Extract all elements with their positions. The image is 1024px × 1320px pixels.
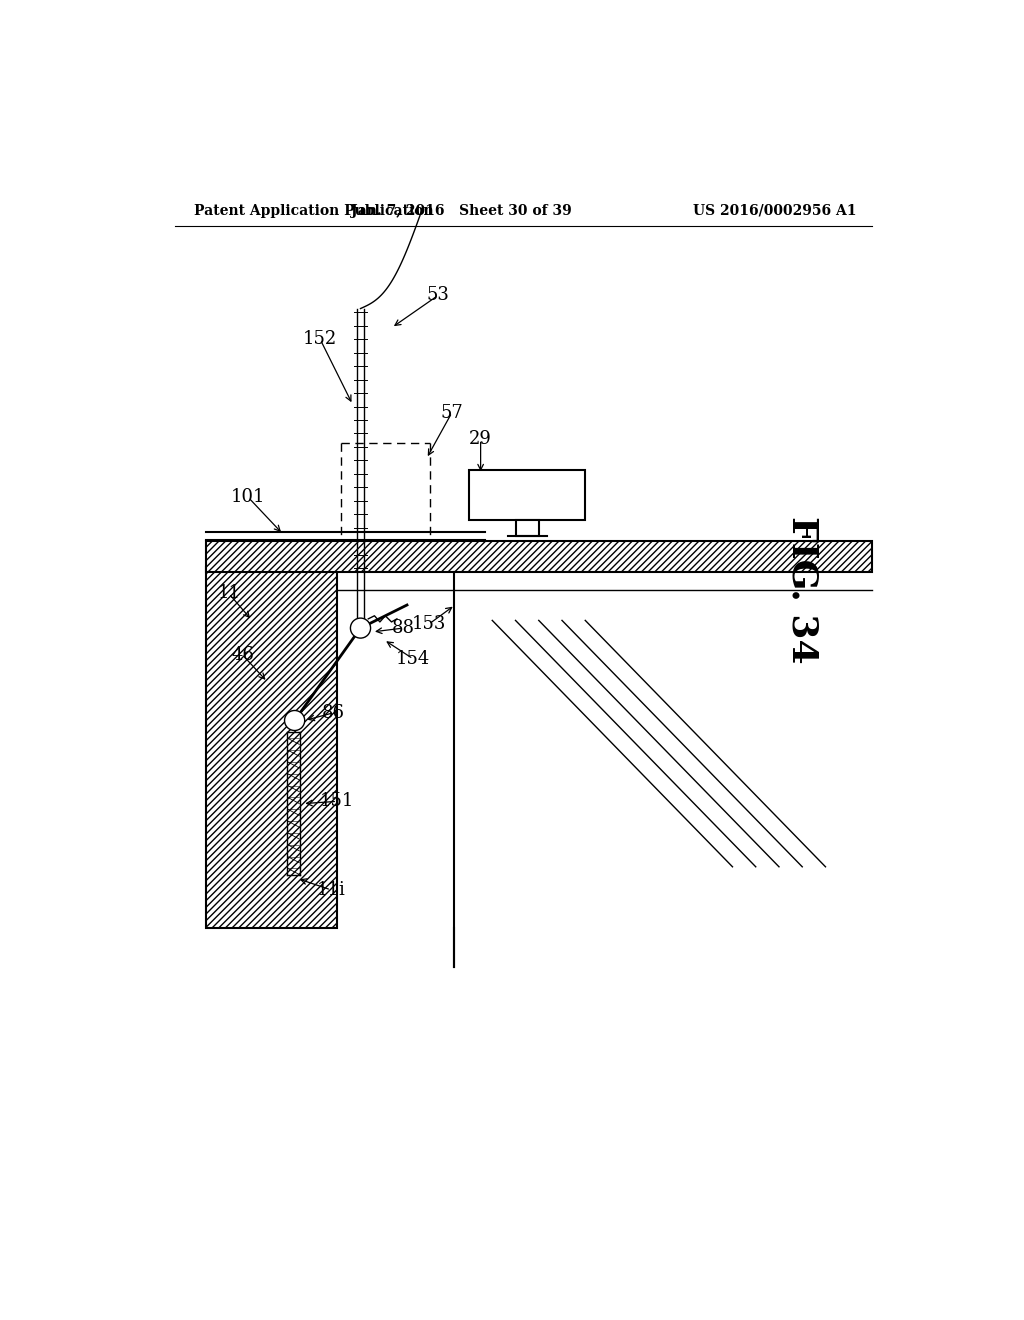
Polygon shape — [206, 541, 872, 572]
Text: 88: 88 — [391, 619, 415, 638]
Polygon shape — [206, 566, 337, 928]
Text: 154: 154 — [396, 649, 430, 668]
Text: 101: 101 — [230, 488, 265, 506]
Text: 11: 11 — [217, 585, 241, 602]
Text: US 2016/0002956 A1: US 2016/0002956 A1 — [693, 203, 856, 218]
Text: 152: 152 — [303, 330, 337, 348]
Text: 57: 57 — [440, 404, 463, 421]
Text: 46: 46 — [231, 645, 254, 664]
Text: Jan. 7, 2016   Sheet 30 of 39: Jan. 7, 2016 Sheet 30 of 39 — [351, 203, 571, 218]
Text: 151: 151 — [321, 792, 354, 810]
Text: 11i: 11i — [316, 880, 345, 899]
Text: FIG. 34: FIG. 34 — [785, 516, 819, 664]
Text: 153: 153 — [412, 615, 445, 634]
Text: 86: 86 — [322, 704, 345, 722]
Text: Patent Application Publication: Patent Application Publication — [194, 203, 433, 218]
Text: 29: 29 — [469, 430, 493, 449]
Circle shape — [350, 618, 371, 638]
Bar — [469, 470, 586, 520]
Circle shape — [285, 710, 305, 730]
Text: 53: 53 — [427, 286, 450, 305]
Bar — [515, 520, 539, 536]
